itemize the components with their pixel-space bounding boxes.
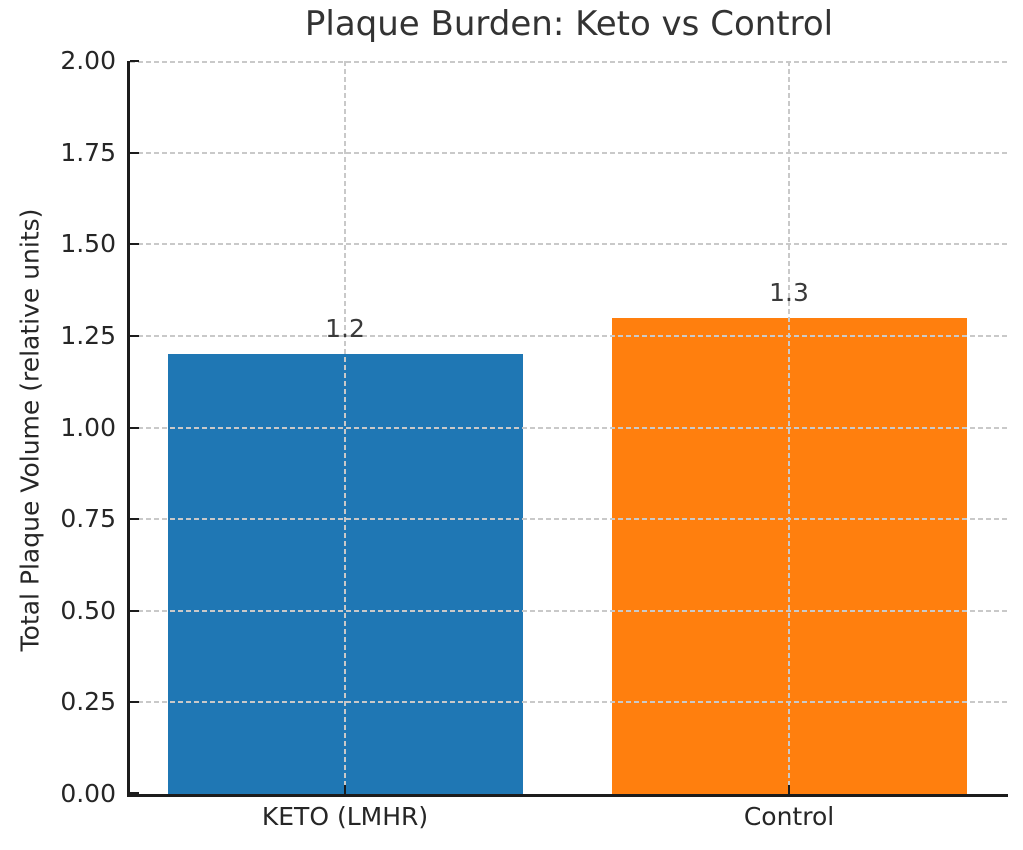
x-tick-mark — [344, 785, 346, 794]
y-tick-label: 0.25 — [60, 687, 116, 717]
y-tick-mark — [130, 426, 139, 429]
y-tick-label: 1.50 — [60, 229, 116, 259]
y-gridline — [130, 701, 1008, 704]
x-gridline — [344, 61, 346, 794]
y-gridline — [130, 609, 1008, 612]
x-gridline — [788, 61, 790, 794]
x-tick-mark — [788, 785, 790, 794]
y-tick-mark — [130, 243, 139, 246]
y-tick-label: 2.00 — [60, 46, 116, 75]
y-tick-label: 1.25 — [60, 320, 116, 350]
chart-title: Plaque Burden: Keto vs Control — [304, 4, 834, 44]
y-gridline — [130, 61, 1008, 63]
y-tick-mark — [130, 151, 139, 154]
y-tick-mark — [130, 518, 139, 521]
y-tick-label: 0.50 — [60, 595, 116, 625]
plot-area: 1.2 1.3 — [130, 60, 1008, 794]
x-axis-spine — [127, 794, 1008, 797]
y-tick-mark — [130, 334, 139, 337]
y-axis-spine — [127, 61, 130, 797]
y-tick-mark — [130, 701, 139, 704]
y-tick-mark — [130, 792, 139, 794]
y-gridline — [130, 151, 1008, 154]
x-tick-label: Control — [743, 802, 835, 831]
y-tick-label: 1.00 — [60, 412, 116, 442]
bar-value-label: 1.3 — [769, 277, 809, 307]
y-gridline — [130, 334, 1008, 337]
y-tick-mark — [130, 609, 139, 612]
y-gridline — [130, 518, 1008, 521]
y-gridline — [130, 426, 1008, 429]
x-tick-label: KETO (LMHR) — [261, 802, 429, 831]
y-tick-label: 0.75 — [60, 504, 116, 534]
bar-value-label: 1.2 — [325, 314, 365, 344]
y-gridline — [130, 243, 1008, 246]
y-tick-label: 0.00 — [60, 779, 116, 808]
y-tick-label: 1.75 — [60, 137, 116, 167]
y-tick-mark — [130, 60, 139, 62]
